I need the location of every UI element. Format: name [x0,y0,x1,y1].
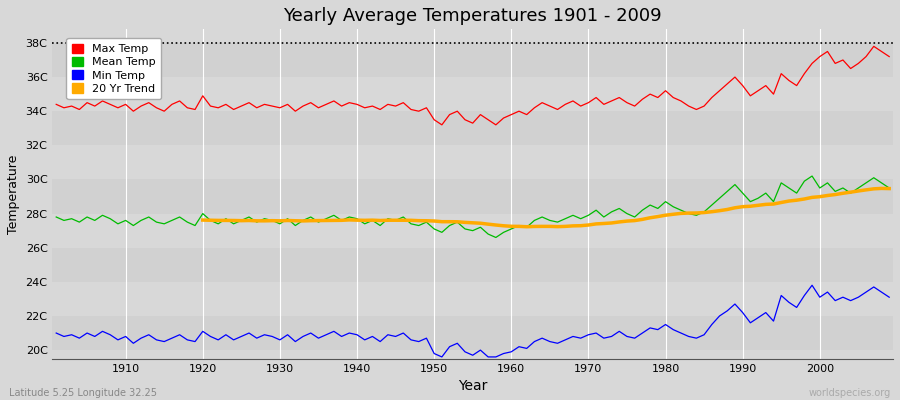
Bar [52,145,893,180]
Text: worldspecies.org: worldspecies.org [809,388,891,398]
Bar [52,180,893,214]
Bar [52,111,893,145]
Bar [52,77,893,111]
Bar [52,248,893,282]
Bar [52,282,893,316]
Bar [52,43,893,77]
Y-axis label: Temperature: Temperature [7,154,20,234]
Title: Yearly Average Temperatures 1901 - 2009: Yearly Average Temperatures 1901 - 2009 [284,7,662,25]
Bar [52,316,893,350]
Bar [52,214,893,248]
X-axis label: Year: Year [458,379,488,393]
Text: Latitude 5.25 Longitude 32.25: Latitude 5.25 Longitude 32.25 [9,388,157,398]
Legend: Max Temp, Mean Temp, Min Temp, 20 Yr Trend: Max Temp, Mean Temp, Min Temp, 20 Yr Tre… [67,38,161,99]
